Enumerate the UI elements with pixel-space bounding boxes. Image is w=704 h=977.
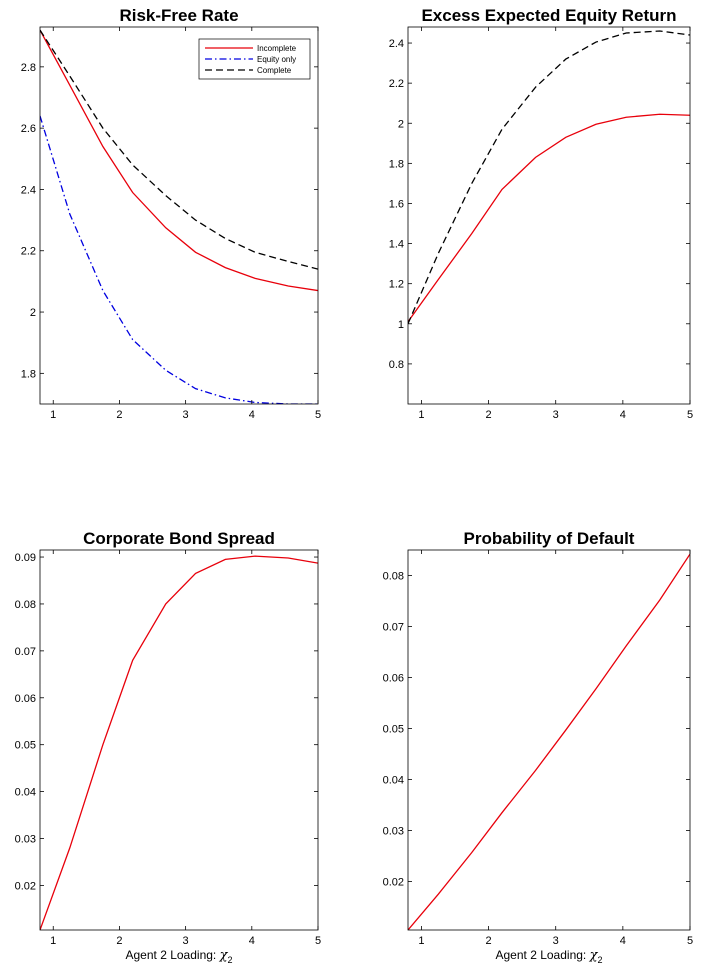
y-tick-label: 1.8: [389, 158, 404, 170]
y-tick-label: 0.03: [15, 834, 36, 846]
chart-panel-1: 1 2 3 4 5 1.8 2 2.2 2.4 2.6 2.8 Risk-Free Rate Incom…: [21, 6, 321, 421]
chart-panel-4: 1 2 3 4 5 0.02 0.03 0.04 0.05 0.06 0.07 0.08 Probabi…: [383, 529, 693, 965]
x-tick-label: 2: [486, 935, 492, 947]
x-tick-label: 1: [50, 935, 56, 947]
series-line-2-1: [408, 113, 690, 323]
series-line-4-1: [408, 553, 690, 930]
y-tick-label: 2.6: [21, 123, 36, 135]
y-tick-label: 0.07: [383, 622, 404, 634]
chart-title: Excess Expected Equity Return: [421, 6, 676, 25]
y-tick-label: 1: [398, 319, 404, 331]
series-line-equity-only: [40, 115, 318, 404]
chart-title: Risk-Free Rate: [119, 6, 238, 25]
x-tick-label: 4: [249, 409, 255, 421]
y-tick-label: 0.02: [383, 877, 404, 889]
x-tick-label: 1: [50, 409, 56, 421]
x-tick-label: 1: [418, 935, 424, 947]
y-tick-label: 0.05: [383, 724, 404, 736]
axes-box: [39, 26, 319, 405]
y-tick-label: 0.02: [15, 880, 36, 892]
series-line-2-2: [408, 30, 690, 325]
x-tick-label: 5: [315, 935, 321, 947]
y-tick-label: 2: [30, 307, 36, 319]
y-tick-label: 2.4: [389, 38, 404, 50]
x-tick-label: 3: [553, 409, 559, 421]
y-tick-label: 0.04: [383, 775, 404, 787]
y-tick-label: 2.4: [21, 184, 36, 196]
x-tick-label: 3: [553, 935, 559, 947]
series-line-complete: [40, 29, 318, 270]
y-tick-label: 0.08: [383, 571, 404, 583]
x-tick-label: 3: [183, 409, 189, 421]
x-tick-label: 2: [116, 935, 122, 947]
x-tick-label: 4: [620, 409, 626, 421]
chart-title: Corporate Bond Spread: [83, 529, 275, 548]
chart-panel-3: 1 2 3 4 5 0.02 0.03 0.04 0.05 0.06 0.07 0.08 0.09 Cor…: [15, 529, 321, 965]
y-tick-label: 0.05: [15, 740, 36, 752]
axes-box: [407, 549, 691, 931]
legend: Incomplete Equity only Complete: [198, 38, 311, 80]
x-tick-label: 4: [249, 935, 255, 947]
y-tick-label: 1.4: [389, 239, 404, 251]
legend-label: Incomplete: [257, 44, 297, 53]
x-axis-label: Agent 2 Loading: χ2: [126, 948, 233, 965]
x-tick-label: 2: [116, 409, 122, 421]
x-axis-label: Agent 2 Loading: χ2: [496, 948, 603, 965]
y-tick-label: 2.8: [21, 62, 36, 74]
axes-box: [39, 549, 319, 931]
x-tick-label: 1: [418, 409, 424, 421]
y-tick-label: 1.6: [389, 198, 404, 210]
y-tick-label: 0.06: [383, 673, 404, 685]
series-line-incomplete: [40, 29, 318, 292]
y-tick-label: 0.08: [15, 599, 36, 611]
y-tick-label: 1.8: [21, 368, 36, 380]
legend-label: Equity only: [257, 55, 296, 64]
x-tick-label: 2: [486, 409, 492, 421]
y-tick-label: 0.07: [15, 646, 36, 658]
y-tick-label: 2.2: [21, 246, 36, 258]
y-tick-label: 0.03: [383, 826, 404, 838]
x-tick-label: 3: [183, 935, 189, 947]
legend-box: [198, 38, 311, 80]
axes-box: [407, 26, 691, 405]
y-tick-label: 1.2: [389, 279, 404, 291]
x-tick-label: 5: [687, 935, 693, 947]
legend-label: Complete: [257, 66, 292, 75]
y-tick-label: 0.8: [389, 359, 404, 371]
y-tick-label: 2.2: [389, 78, 404, 90]
y-tick-label: 0.06: [15, 693, 36, 705]
chart-title: Probability of Default: [464, 529, 635, 548]
y-tick-label: 0.09: [15, 552, 36, 564]
series-line-3-1: [40, 555, 318, 930]
y-tick-label: 2: [398, 118, 404, 130]
x-tick-label: 4: [620, 935, 626, 947]
x-tick-label: 5: [687, 409, 693, 421]
x-tick-label: 5: [315, 409, 321, 421]
chart-panel-2: 1 2 3 4 5 0.8 1 1.2 1.4 1.6 1.8 2 2.2 2.4 Excess Expec…: [389, 6, 693, 421]
y-tick-label: 0.04: [15, 787, 36, 799]
